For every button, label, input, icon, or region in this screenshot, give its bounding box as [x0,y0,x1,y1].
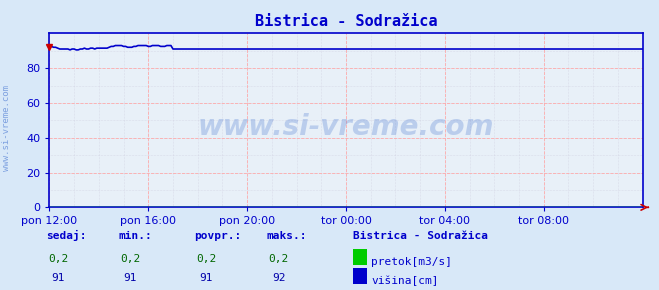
Title: Bistrica - Sodražica: Bistrica - Sodražica [255,14,437,29]
Text: pretok[m3/s]: pretok[m3/s] [371,258,452,267]
Text: www.si-vreme.com: www.si-vreme.com [198,113,494,141]
Text: 0,2: 0,2 [48,254,68,264]
Text: min.:: min.: [119,231,152,241]
Text: 0,2: 0,2 [121,254,140,264]
Text: maks.:: maks.: [267,231,307,241]
Text: 91: 91 [51,273,65,283]
Text: 92: 92 [272,273,285,283]
Text: povpr.:: povpr.: [194,231,242,241]
Text: 0,2: 0,2 [269,254,289,264]
Text: 91: 91 [200,273,213,283]
Text: www.si-vreme.com: www.si-vreme.com [2,85,11,171]
Text: 0,2: 0,2 [196,254,216,264]
Text: Bistrica - Sodražica: Bistrica - Sodražica [353,231,488,241]
Text: sedaj:: sedaj: [46,230,86,241]
Text: 91: 91 [124,273,137,283]
Text: višina[cm]: višina[cm] [371,276,438,287]
